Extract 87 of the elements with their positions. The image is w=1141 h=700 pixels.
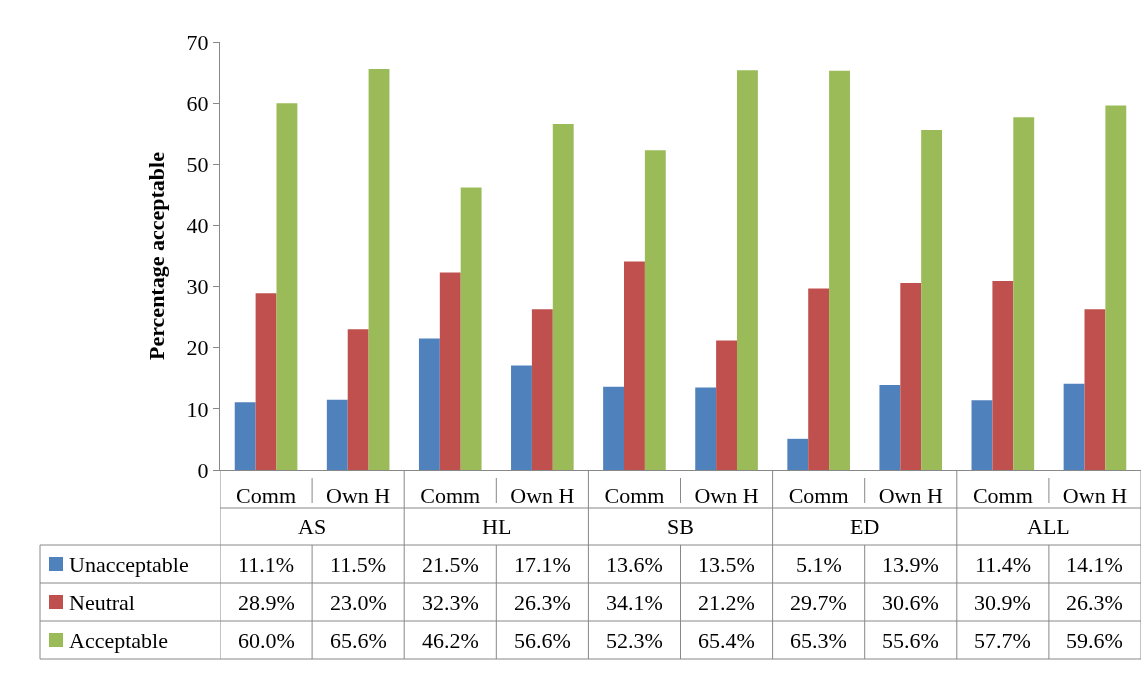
- bar: [1013, 117, 1035, 470]
- y-tick-label: 60: [186, 90, 209, 116]
- bar: [808, 288, 830, 470]
- y-tick-label: 50: [186, 151, 209, 177]
- data-label: 46.2%: [422, 628, 479, 653]
- text: AS: [298, 514, 327, 539]
- bar: [921, 130, 943, 470]
- bar: [552, 123, 574, 470]
- data-label: 34.1%: [606, 590, 663, 615]
- data-label: 56.6%: [514, 628, 571, 653]
- bar: [829, 70, 850, 470]
- bar: [736, 70, 758, 470]
- bar: [879, 385, 901, 470]
- bar: [992, 281, 1014, 470]
- data-label: 17.1%: [514, 552, 571, 577]
- data-label: 65.6%: [330, 628, 387, 653]
- bar: [716, 340, 737, 470]
- bar: [234, 402, 256, 470]
- bar: [255, 293, 277, 470]
- x-tick-label: Comm: [604, 483, 665, 509]
- y-tick-label: 40: [186, 213, 209, 239]
- x-tick-label: Own H: [326, 483, 391, 509]
- data-label: 23.0%: [330, 590, 387, 615]
- x-tick-label: Own H: [1062, 483, 1128, 509]
- data-label: 21.5%: [422, 552, 479, 577]
- bar: [1063, 383, 1085, 470]
- data-label: 52.3%: [606, 628, 663, 653]
- y-tick-label: 10: [186, 396, 209, 422]
- bar: [1105, 105, 1127, 470]
- data-label: 30.9%: [974, 590, 1031, 615]
- data-label: 55.6%: [882, 628, 939, 653]
- data-label: 57.7%: [974, 628, 1031, 653]
- bar: [368, 68, 390, 470]
- y-axis-title: Percentage acceptable: [144, 151, 170, 360]
- x-tick-label: Comm: [420, 483, 481, 509]
- data-label: 26.3%: [514, 590, 571, 615]
- data-label: 14.1%: [1066, 552, 1123, 577]
- text: HL: [482, 514, 512, 539]
- data-label: 65.3%: [790, 628, 847, 653]
- data-label: 5.1%: [796, 552, 842, 577]
- bar: [511, 365, 532, 470]
- bar: [439, 272, 461, 470]
- data-label: 13.9%: [882, 552, 939, 577]
- bar: [900, 282, 922, 470]
- y-tick-label: 30: [186, 274, 209, 300]
- bar: [644, 150, 666, 470]
- bar: [695, 387, 717, 470]
- bar: [347, 329, 369, 470]
- text: ALL: [1027, 514, 1070, 539]
- text: SB: [667, 514, 694, 539]
- bar: [276, 103, 298, 470]
- bar: [326, 399, 348, 470]
- data-label: 60.0%: [238, 628, 295, 653]
- x-tick-label: Comm: [972, 483, 1033, 509]
- bar: [971, 400, 993, 470]
- x-tick-label: Comm: [236, 483, 296, 509]
- data-label: 59.6%: [1066, 628, 1123, 653]
- legend-label: Acceptable: [69, 628, 168, 653]
- data-label: 65.4%: [698, 628, 755, 653]
- data-label: 21.2%: [698, 590, 755, 615]
- bar: [460, 187, 482, 470]
- bar: [603, 386, 625, 470]
- bar: [418, 338, 440, 470]
- bar: [531, 309, 553, 470]
- x-tick-label: Own H: [878, 483, 943, 509]
- data-label: 32.3%: [422, 590, 479, 615]
- y-tick-label: 70: [186, 29, 209, 55]
- data-label: 28.9%: [238, 590, 295, 615]
- x-tick-label: Own H: [510, 483, 575, 509]
- legend-label: Unacceptable: [69, 552, 189, 577]
- data-label: 26.3%: [1066, 590, 1123, 615]
- data-label: 30.6%: [882, 590, 939, 615]
- data-label: 11.1%: [238, 552, 295, 577]
- data-label: 11.5%: [330, 552, 387, 577]
- text: ED: [850, 514, 880, 539]
- data-label: 13.5%: [698, 552, 755, 577]
- legend-label: Neutral: [69, 590, 135, 615]
- data-label: 29.7%: [790, 590, 847, 615]
- data-label: 11.4%: [975, 552, 1032, 577]
- data-label: 13.6%: [606, 552, 663, 577]
- y-tick-label: 0: [197, 457, 209, 483]
- x-tick-label: Own H: [694, 483, 759, 509]
- y-tick-label: 20: [186, 335, 209, 361]
- bar: [1084, 309, 1106, 470]
- bar: [787, 438, 809, 470]
- x-tick-label: Comm: [788, 483, 849, 509]
- bar: [624, 261, 645, 470]
